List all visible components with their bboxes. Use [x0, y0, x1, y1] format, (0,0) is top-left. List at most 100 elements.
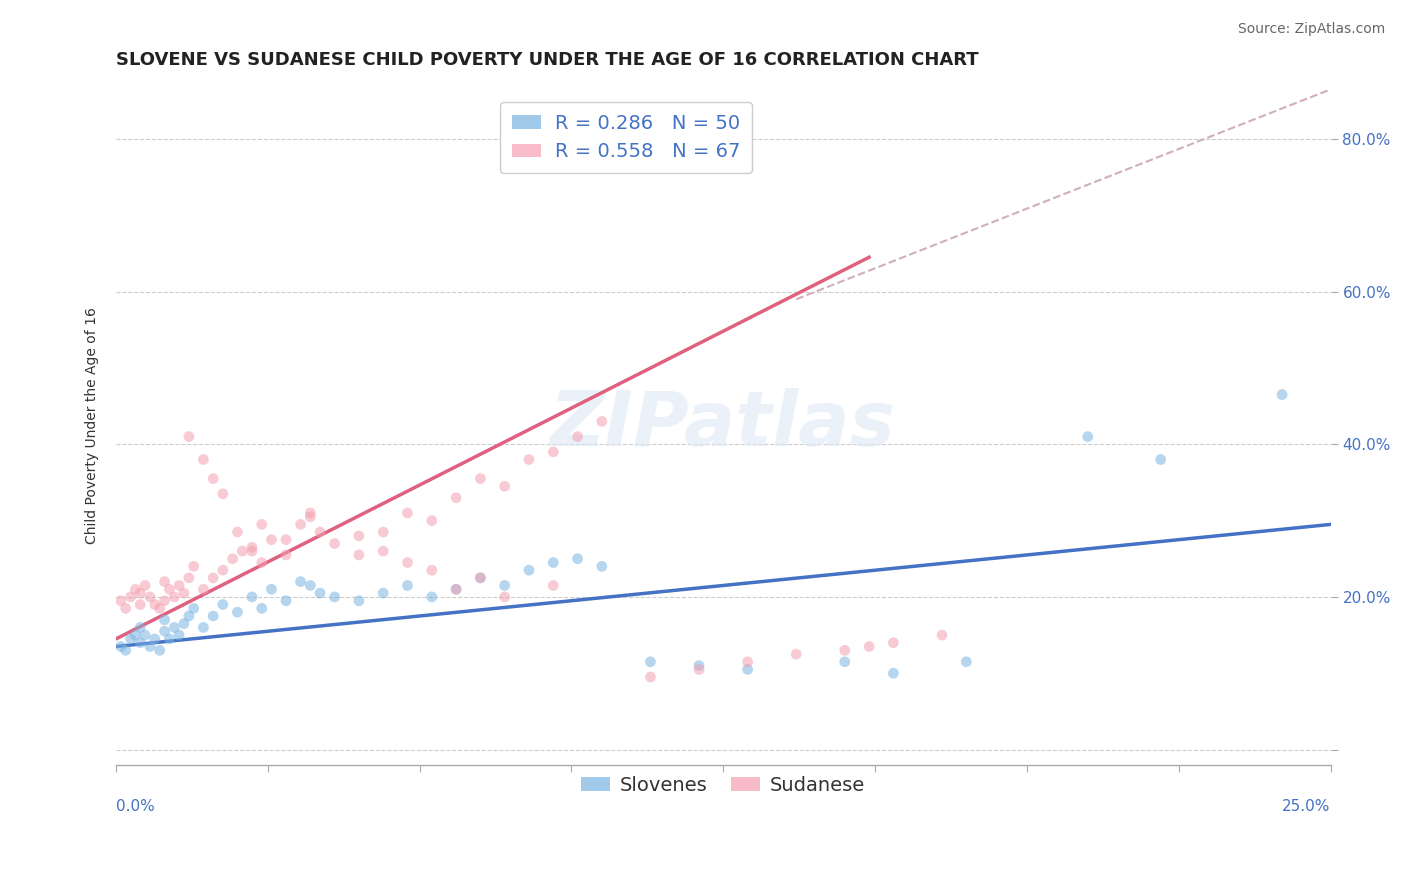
Point	[149, 601, 172, 615]
Point	[420, 590, 443, 604]
Point	[323, 536, 346, 550]
Point	[737, 655, 759, 669]
Point	[212, 598, 235, 612]
Point	[240, 590, 263, 604]
Point	[173, 616, 195, 631]
Point	[120, 632, 142, 646]
Point	[226, 524, 249, 539]
Point	[177, 429, 200, 443]
Point	[640, 655, 662, 669]
Point	[444, 582, 467, 597]
Point	[494, 479, 516, 493]
Point	[202, 571, 225, 585]
Point	[882, 636, 904, 650]
Y-axis label: Child Poverty Under the Age of 16: Child Poverty Under the Age of 16	[86, 307, 100, 543]
Point	[157, 582, 180, 597]
Point	[688, 662, 710, 676]
Point	[129, 598, 152, 612]
Point	[396, 506, 419, 520]
Point	[167, 628, 190, 642]
Point	[240, 541, 263, 555]
Point	[931, 628, 953, 642]
Point	[193, 620, 215, 634]
Point	[157, 632, 180, 646]
Point	[226, 605, 249, 619]
Point	[373, 524, 395, 539]
Point	[134, 578, 156, 592]
Point	[737, 662, 759, 676]
Point	[260, 582, 283, 597]
Point	[299, 509, 322, 524]
Point	[834, 643, 856, 657]
Point	[373, 544, 395, 558]
Point	[444, 491, 467, 505]
Point	[149, 643, 172, 657]
Point	[543, 578, 565, 592]
Point	[260, 533, 283, 547]
Point	[1077, 429, 1099, 443]
Point	[785, 647, 807, 661]
Text: ZIPatlas: ZIPatlas	[550, 388, 897, 462]
Point	[640, 670, 662, 684]
Point	[567, 429, 589, 443]
Point	[591, 559, 613, 574]
Point	[347, 593, 370, 607]
Point	[153, 574, 176, 589]
Text: 25.0%: 25.0%	[1282, 799, 1330, 814]
Point	[183, 559, 205, 574]
Point	[834, 655, 856, 669]
Point	[110, 640, 132, 654]
Point	[1149, 452, 1171, 467]
Point	[299, 506, 322, 520]
Point	[396, 578, 419, 592]
Point	[309, 586, 332, 600]
Point	[517, 563, 540, 577]
Point	[212, 563, 235, 577]
Point	[290, 574, 312, 589]
Point	[373, 586, 395, 600]
Point	[309, 524, 332, 539]
Point	[143, 598, 166, 612]
Point	[177, 609, 200, 624]
Point	[955, 655, 977, 669]
Point	[139, 640, 162, 654]
Point	[114, 643, 136, 657]
Point	[193, 452, 215, 467]
Point	[470, 571, 492, 585]
Point	[231, 544, 253, 558]
Point	[250, 601, 273, 615]
Point	[444, 582, 467, 597]
Point	[858, 640, 880, 654]
Point	[543, 445, 565, 459]
Point	[163, 590, 186, 604]
Point	[274, 548, 297, 562]
Point	[212, 487, 235, 501]
Point	[517, 452, 540, 467]
Point	[167, 578, 190, 592]
Point	[193, 582, 215, 597]
Point	[396, 556, 419, 570]
Point	[290, 517, 312, 532]
Point	[240, 544, 263, 558]
Point	[470, 472, 492, 486]
Point	[221, 551, 243, 566]
Point	[134, 628, 156, 642]
Point	[114, 601, 136, 615]
Point	[688, 658, 710, 673]
Point	[323, 590, 346, 604]
Point	[124, 628, 146, 642]
Point	[567, 551, 589, 566]
Text: Source: ZipAtlas.com: Source: ZipAtlas.com	[1237, 22, 1385, 37]
Point	[494, 590, 516, 604]
Point	[143, 632, 166, 646]
Point	[1271, 387, 1294, 401]
Point	[153, 624, 176, 639]
Point	[129, 586, 152, 600]
Point	[494, 578, 516, 592]
Point	[591, 414, 613, 428]
Point	[129, 636, 152, 650]
Text: SLOVENE VS SUDANESE CHILD POVERTY UNDER THE AGE OF 16 CORRELATION CHART: SLOVENE VS SUDANESE CHILD POVERTY UNDER …	[115, 51, 979, 69]
Point	[882, 666, 904, 681]
Point	[202, 609, 225, 624]
Point	[274, 533, 297, 547]
